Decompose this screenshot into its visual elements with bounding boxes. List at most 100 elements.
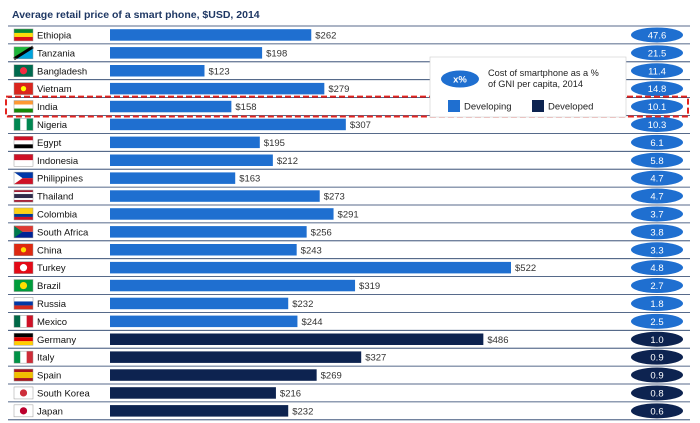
gni-value-vietnam: 14.8 bbox=[648, 84, 667, 95]
bar-egypt bbox=[110, 136, 260, 149]
germany-flag-icon bbox=[14, 337, 33, 342]
italy-flag-icon bbox=[20, 351, 27, 364]
spain-flag-icon bbox=[14, 378, 33, 382]
gni-badge-russia bbox=[631, 295, 683, 311]
russia-flag-icon bbox=[14, 297, 33, 302]
mexico-flag-icon bbox=[20, 315, 27, 328]
philippines-flag-icon bbox=[13, 171, 34, 185]
bar-philippines bbox=[110, 172, 236, 184]
nigeria-flag-icon bbox=[20, 118, 27, 131]
gni-value-china: 3.3 bbox=[650, 245, 663, 256]
bar-value-philippines: $163 bbox=[239, 174, 260, 185]
country-label-south-africa: South Africa bbox=[37, 227, 89, 238]
indonesia-flag-icon bbox=[13, 154, 34, 167]
bar-italy bbox=[110, 351, 362, 363]
gni-badge-vietnam bbox=[631, 81, 683, 97]
gni-value-italy: 0.9 bbox=[650, 353, 663, 364]
bar-turkey bbox=[110, 261, 511, 274]
egypt-flag-icon bbox=[14, 144, 33, 149]
bar-value-south-africa: $256 bbox=[311, 227, 332, 238]
country-label-spain: Spain bbox=[37, 371, 61, 382]
gni-badge-ethiopia bbox=[631, 27, 683, 43]
gni-value-nigeria: 10.3 bbox=[648, 120, 667, 131]
ethiopia-flag-icon bbox=[14, 32, 33, 37]
gni-value-turkey: 4.8 bbox=[650, 263, 663, 274]
country-label-indonesia: Indonesia bbox=[37, 156, 79, 167]
country-label-italy: Italy bbox=[37, 353, 55, 364]
chart-title: Average retail price of a smart phone, $… bbox=[12, 9, 260, 21]
india-flag-icon bbox=[14, 100, 33, 105]
italy-flag-icon bbox=[13, 350, 34, 364]
country-label-tanzania: Tanzania bbox=[37, 48, 76, 59]
bar-nigeria bbox=[110, 118, 346, 131]
bar-value-nigeria: $307 bbox=[350, 120, 371, 131]
thailand-flag-icon bbox=[14, 190, 33, 193]
ethiopia-flag-icon bbox=[13, 28, 34, 42]
gni-badge-india bbox=[631, 99, 683, 115]
gni-badge-germany bbox=[631, 331, 683, 347]
thailand-flag-icon bbox=[14, 200, 33, 203]
legend-badge bbox=[441, 70, 479, 88]
bar-brazil bbox=[110, 279, 356, 292]
country-label-philippines: Philippines bbox=[37, 174, 83, 185]
country-label-germany: Germany bbox=[37, 335, 76, 346]
colombia-flag-icon bbox=[14, 207, 33, 214]
gni-value-colombia: 3.7 bbox=[650, 209, 663, 220]
south-africa-flag-icon bbox=[14, 225, 23, 238]
gni-badge-thailand bbox=[631, 188, 683, 204]
bar-value-tanzania: $198 bbox=[266, 48, 287, 59]
tanzania-flag-icon bbox=[13, 46, 34, 60]
japan-flag-icon bbox=[19, 407, 28, 415]
india-flag-icon bbox=[14, 104, 33, 109]
vietnam-flag-icon bbox=[13, 82, 34, 95]
country-label-mexico: Mexico bbox=[37, 317, 67, 328]
mexico-flag-icon bbox=[26, 315, 33, 328]
russia-flag-icon bbox=[13, 297, 34, 310]
gni-badge-spain bbox=[631, 367, 683, 383]
spain-flag-icon bbox=[13, 368, 34, 382]
gni-value-germany: 1.0 bbox=[650, 335, 663, 346]
bar-value-china: $243 bbox=[301, 245, 322, 256]
gni-badge-tanzania bbox=[631, 45, 683, 61]
india-flag-icon bbox=[14, 108, 33, 113]
gni-badge-china bbox=[631, 242, 683, 258]
gni-badge-egypt bbox=[631, 134, 683, 150]
gni-badge-indonesia bbox=[631, 152, 683, 168]
bar-value-germany: $486 bbox=[487, 335, 508, 346]
gni-badge-south-africa bbox=[631, 224, 683, 240]
gni-badge-nigeria bbox=[631, 116, 683, 132]
bar-mexico bbox=[110, 315, 298, 328]
bar-value-india: $158 bbox=[235, 102, 256, 113]
country-label-ethiopia: Ethiopia bbox=[37, 30, 72, 41]
tanzania-flag-icon bbox=[13, 45, 34, 61]
bar-value-bangladesh: $123 bbox=[208, 66, 229, 77]
south-korea-flag-icon bbox=[13, 386, 34, 400]
vietnam-flag-icon bbox=[20, 86, 27, 92]
indonesia-flag-icon bbox=[14, 154, 33, 161]
bar-thailand bbox=[110, 190, 320, 202]
nigeria-flag-icon bbox=[13, 118, 34, 131]
bar-china bbox=[110, 244, 297, 256]
mexico-flag-icon bbox=[14, 315, 21, 328]
ethiopia-flag-icon bbox=[14, 28, 33, 33]
spain-flag-icon bbox=[14, 372, 33, 379]
bar-vietnam bbox=[110, 82, 325, 95]
mexico-flag-icon bbox=[13, 315, 34, 328]
germany-flag-icon bbox=[14, 341, 33, 346]
legend-description: Cost of smartphone as a % bbox=[488, 68, 599, 78]
gni-value-egypt: 6.1 bbox=[650, 138, 663, 149]
bar-colombia bbox=[110, 208, 334, 220]
gni-value-brazil: 2.7 bbox=[650, 281, 663, 292]
bar-value-thailand: $273 bbox=[324, 192, 345, 203]
bar-indonesia bbox=[110, 154, 273, 166]
bar-south-korea bbox=[110, 387, 276, 399]
brazil-flag-icon bbox=[19, 281, 28, 290]
bar-south-africa bbox=[110, 226, 307, 238]
turkey-flag-icon bbox=[13, 261, 34, 274]
legend-entry-developing: Developing bbox=[464, 102, 512, 113]
bar-value-vietnam: $279 bbox=[328, 84, 349, 95]
south-africa-flag-icon bbox=[14, 225, 33, 232]
italy-flag-icon bbox=[26, 351, 33, 364]
legend-swatch-developed bbox=[532, 100, 544, 112]
